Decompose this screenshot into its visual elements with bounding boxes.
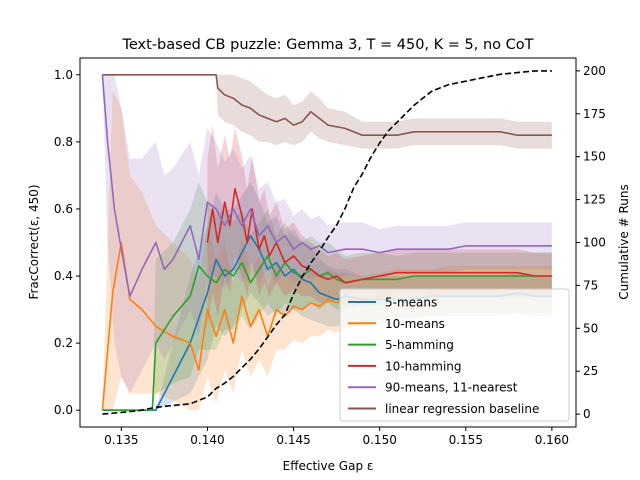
cumulative-runs-line [102, 70, 552, 415]
x-tick-label: 0.155 [449, 433, 483, 447]
legend-label: 10-hamming [385, 359, 462, 373]
x-tick-label: 0.135 [104, 433, 138, 447]
10-hamming-line [206, 188, 552, 284]
x-axis-label: Effective Gap ε [283, 459, 374, 473]
legend-label: linear regression baseline [385, 402, 539, 416]
legend-label: 5-hamming [385, 338, 454, 352]
y2-axis-label: Cumulative # Runs [617, 184, 631, 299]
x-tick-label: 0.150 [362, 433, 396, 447]
x-tick-label: 0.140 [190, 433, 224, 447]
y2-tick-label: 50 [583, 321, 598, 335]
y2-tick-label: 175 [583, 107, 606, 121]
chart-title: Text-based CB puzzle: Gemma 3, T = 450, … [122, 37, 534, 53]
y-axis-label: FracCorrect(ε, 450) [27, 184, 41, 299]
linear-regression-baseline-line [102, 74, 552, 136]
90-means-11-nearest-band [102, 74, 552, 394]
legend-label: 90-means, 11-nearest [385, 381, 518, 395]
legend-label: 10-means [385, 317, 445, 331]
y-tick-label: 0.4 [54, 269, 73, 283]
y2-tick-label: 150 [583, 150, 606, 164]
x-tick-label: 0.160 [535, 433, 569, 447]
legend: 5-means 10-means 5-hamming 10-hamming 90-mea… [339, 288, 570, 422]
y-tick-label: 0.8 [54, 135, 73, 149]
x-tick-label: 0.145 [276, 433, 310, 447]
y2-tick-label: 200 [583, 64, 606, 78]
y2-tick-label: 125 [583, 193, 606, 207]
y2-tick-label: 0 [583, 407, 591, 421]
y-tick-label: 0.6 [54, 202, 73, 216]
legend-box [339, 288, 570, 422]
y2-tick-label: 100 [583, 236, 606, 250]
5-hamming-line [102, 255, 552, 412]
y-axis-right: 0 25 50 75 100 125 150 175 200 [576, 64, 606, 421]
y-tick-label: 0.0 [54, 403, 73, 417]
x-axis: 0.135 0.140 0.145 0.150 0.155 0.160 [104, 427, 569, 447]
y-tick-label: 1.0 [54, 68, 73, 82]
y2-tick-label: 75 [583, 278, 598, 292]
y2-tick-label: 25 [583, 364, 598, 378]
linear-regression-baseline-band [102, 74, 552, 149]
y-tick-label: 0.2 [54, 336, 73, 350]
legend-label: 5-means [385, 296, 437, 310]
y-axis-left: 0.0 0.2 0.4 0.6 0.8 1.0 [54, 68, 80, 417]
90-means-11-nearest-line [101, 74, 552, 298]
cumulative-runs-path [102, 70, 552, 415]
